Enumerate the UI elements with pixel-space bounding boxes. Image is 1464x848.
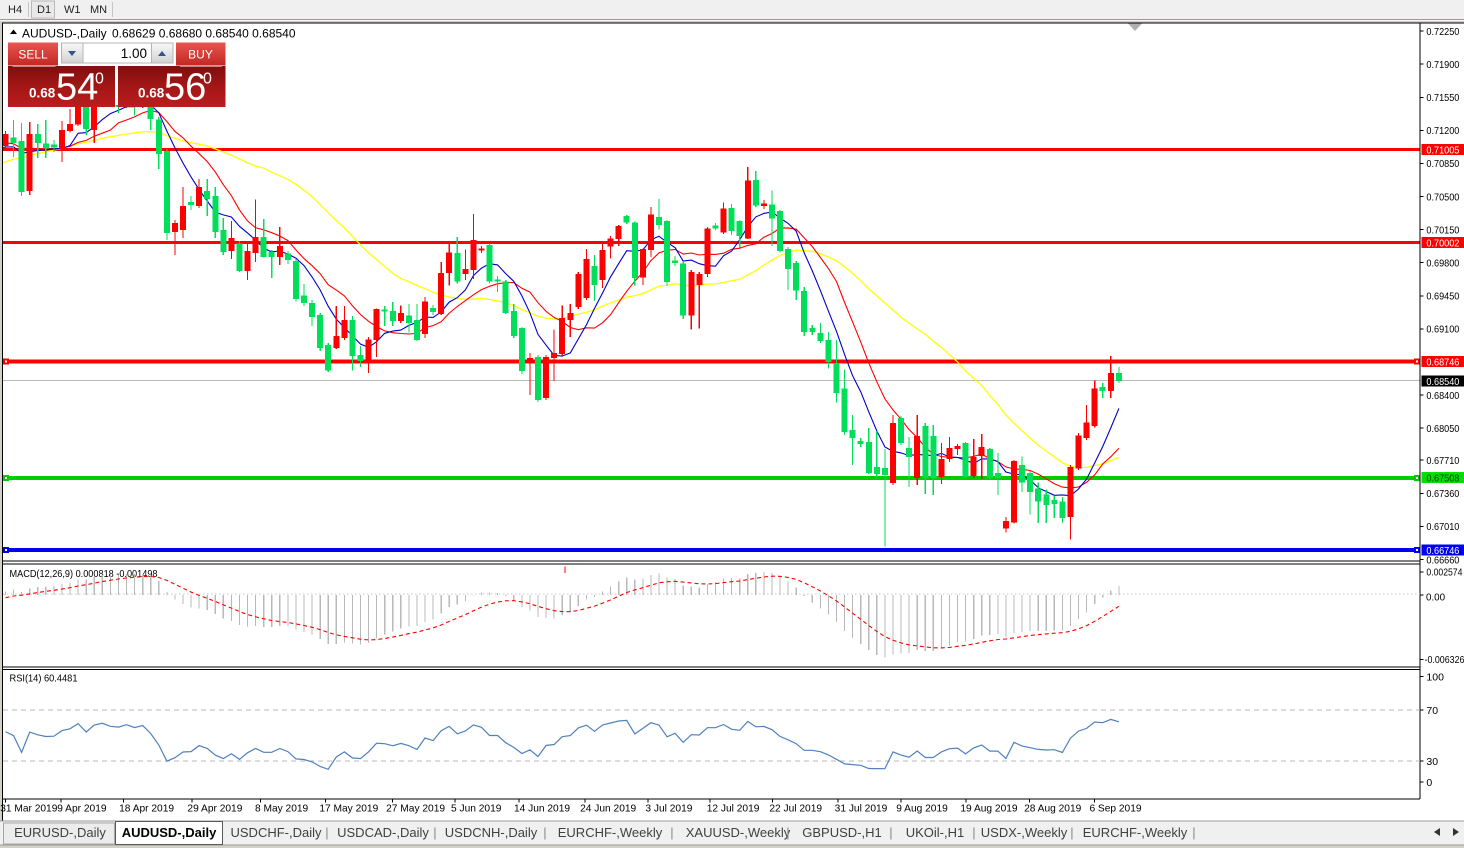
svg-text:0.71200: 0.71200: [1426, 125, 1459, 137]
svg-text:18 Apr 2019: 18 Apr 2019: [119, 804, 174, 815]
svg-text:0.70500: 0.70500: [1426, 191, 1459, 203]
svg-text:28 Aug 2019: 28 Aug 2019: [1024, 804, 1082, 815]
svg-text:AUDUSD-,Daily: AUDUSD-,Daily: [122, 825, 217, 840]
svg-text:SELL: SELL: [18, 48, 48, 62]
svg-text:EURCHF-,Weekly: EURCHF-,Weekly: [558, 825, 663, 840]
svg-text:1.00: 1.00: [121, 46, 147, 61]
svg-text:EURUSD-,Daily: EURUSD-,Daily: [14, 825, 106, 840]
svg-text:22 Jul 2019: 22 Jul 2019: [769, 804, 822, 815]
svg-text:0.68: 0.68: [29, 86, 56, 101]
svg-text:0.70002: 0.70002: [1426, 237, 1459, 249]
svg-text:70: 70: [1426, 705, 1438, 717]
svg-text:0.68: 0.68: [138, 86, 165, 101]
svg-text:0.72250: 0.72250: [1426, 26, 1459, 38]
svg-text:0.69100: 0.69100: [1426, 324, 1459, 336]
svg-text:56: 56: [164, 67, 206, 109]
svg-text:0.66746: 0.66746: [1426, 545, 1459, 557]
svg-text:GBPUSD-,H1: GBPUSD-,H1: [802, 825, 881, 840]
svg-text:24 Jun 2019: 24 Jun 2019: [580, 804, 636, 815]
svg-text:USDCAD-,Daily: USDCAD-,Daily: [337, 825, 429, 840]
svg-text:D1: D1: [37, 4, 51, 16]
svg-text:|: |: [786, 825, 789, 840]
svg-text:12 Jul 2019: 12 Jul 2019: [707, 804, 760, 815]
svg-text:17 May 2019: 17 May 2019: [319, 804, 378, 815]
svg-text:0.68540: 0.68540: [1426, 376, 1459, 388]
svg-text:UKOil-,H1: UKOil-,H1: [906, 825, 965, 840]
svg-text:USDCNH-,Daily: USDCNH-,Daily: [445, 825, 538, 840]
svg-text:0.67010: 0.67010: [1426, 521, 1459, 533]
svg-text:0.68629 0.68680 0.68540 0.6854: 0.68629 0.68680 0.68540 0.68540: [112, 27, 296, 41]
svg-text:31 Jul 2019: 31 Jul 2019: [835, 804, 888, 815]
svg-text:0.68746: 0.68746: [1426, 356, 1459, 368]
svg-text:|: |: [889, 825, 892, 840]
svg-text:AUDUSD-,Daily: AUDUSD-,Daily: [22, 27, 107, 41]
svg-text:|: |: [1070, 825, 1073, 840]
svg-text:9 Apr 2019: 9 Apr 2019: [57, 804, 107, 815]
svg-text:USDX-,Weekly: USDX-,Weekly: [981, 825, 1068, 840]
svg-text:9 Aug 2019: 9 Aug 2019: [896, 804, 948, 815]
svg-text:0: 0: [95, 71, 104, 88]
svg-text:0.66660: 0.66660: [1426, 554, 1459, 566]
svg-text:0: 0: [1426, 777, 1432, 789]
svg-text:27 May 2019: 27 May 2019: [386, 804, 445, 815]
svg-text:|: |: [972, 825, 975, 840]
svg-text:14 Jun 2019: 14 Jun 2019: [514, 804, 570, 815]
svg-text:3 Jul 2019: 3 Jul 2019: [645, 804, 692, 815]
svg-text:6 Sep 2019: 6 Sep 2019: [1089, 804, 1141, 815]
svg-text:|: |: [543, 825, 546, 840]
svg-text:0.70150: 0.70150: [1426, 224, 1459, 236]
svg-text:|: |: [433, 825, 436, 840]
svg-text:|: |: [1192, 825, 1195, 840]
svg-text:31 Mar 2019: 31 Mar 2019: [0, 804, 58, 815]
svg-text:0.67360: 0.67360: [1426, 488, 1459, 500]
svg-text:0.69800: 0.69800: [1426, 258, 1459, 270]
svg-text:0: 0: [203, 71, 212, 88]
svg-text:H4: H4: [8, 4, 22, 16]
svg-text:XAUUSD-,Weekly: XAUUSD-,Weekly: [686, 825, 791, 840]
svg-text:8 May 2019: 8 May 2019: [255, 804, 309, 815]
svg-text:30: 30: [1426, 756, 1438, 768]
svg-text:0.67508: 0.67508: [1426, 472, 1459, 484]
svg-text:0.71550: 0.71550: [1426, 92, 1459, 104]
svg-text:0.68050: 0.68050: [1426, 423, 1459, 435]
svg-text:MN: MN: [90, 4, 107, 16]
svg-text:MACD(12,26,9) 0.000818 -0.0014: MACD(12,26,9) 0.000818 -0.001498: [10, 568, 158, 580]
svg-text:29 Apr 2019: 29 Apr 2019: [187, 804, 242, 815]
svg-text:-0.006326: -0.006326: [1425, 654, 1464, 666]
svg-text:W1: W1: [64, 4, 81, 16]
svg-text:100: 100: [1426, 672, 1444, 684]
svg-text:0.69450: 0.69450: [1426, 291, 1459, 303]
svg-text:RSI(14) 60.4481: RSI(14) 60.4481: [10, 673, 78, 685]
svg-text:54: 54: [56, 67, 98, 109]
svg-text:0.71005: 0.71005: [1426, 144, 1459, 156]
svg-text:|: |: [325, 825, 328, 840]
svg-text:19 Aug 2019: 19 Aug 2019: [960, 804, 1018, 815]
svg-text:0.67710: 0.67710: [1426, 455, 1459, 467]
svg-text:0.68400: 0.68400: [1426, 390, 1459, 402]
svg-text:EURCHF-,Weekly: EURCHF-,Weekly: [1083, 825, 1188, 840]
svg-text:0.00: 0.00: [1426, 592, 1446, 603]
svg-text:|: |: [670, 825, 673, 840]
svg-text:5 Jun 2019: 5 Jun 2019: [451, 804, 502, 815]
svg-text:0.70850: 0.70850: [1426, 158, 1459, 170]
svg-text:0.002574: 0.002574: [1426, 567, 1462, 579]
svg-text:USDCHF-,Daily: USDCHF-,Daily: [231, 825, 323, 840]
svg-text:0.71900: 0.71900: [1426, 59, 1459, 71]
svg-text:BUY: BUY: [188, 48, 213, 62]
